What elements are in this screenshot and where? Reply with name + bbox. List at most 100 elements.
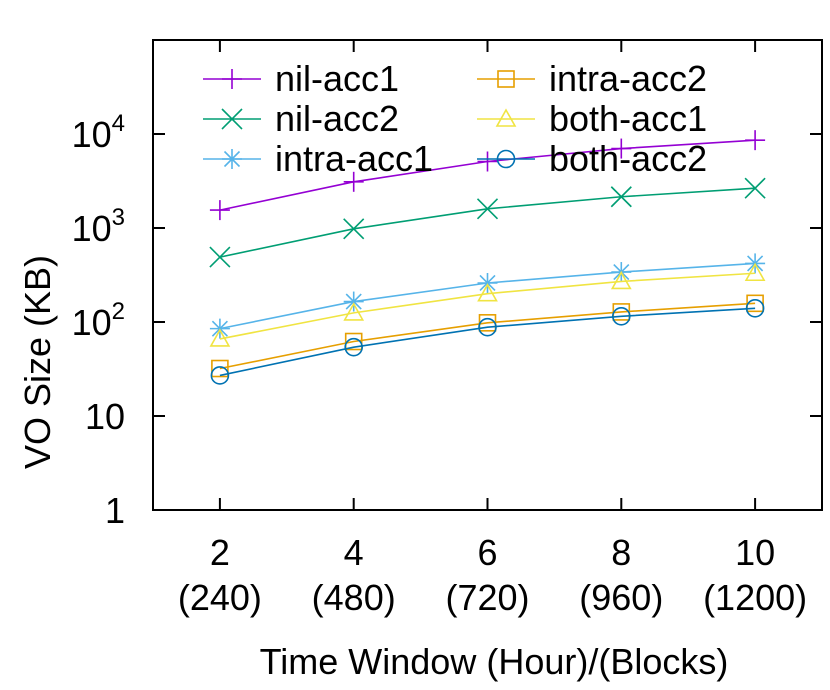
x-tick-label: 8: [611, 532, 631, 573]
y-tick-label-base: 10: [72, 302, 112, 343]
series-line: [219, 307, 756, 377]
legend: nil-acc1nil-acc2intra-acc1intra-acc2both…: [203, 58, 707, 179]
marker-shape: [211, 359, 229, 378]
y-tick-label: 104: [72, 110, 125, 155]
legend-item-nil-acc1: nil-acc1: [203, 58, 399, 99]
marker-shape: [611, 306, 631, 326]
x-tick-sublabel: (480): [312, 577, 396, 618]
legend-marker: [496, 149, 516, 169]
data-point: [344, 332, 363, 351]
marker-stroke: [221, 108, 243, 130]
x-tick-label: 6: [477, 532, 497, 573]
y-tick-label-base: 10: [72, 114, 112, 155]
marker-shape: [495, 108, 517, 127]
marker-stroke: [345, 293, 362, 310]
data-point: [744, 262, 766, 282]
series-line: [219, 187, 756, 258]
x-tick-sublabel: (1200): [703, 577, 807, 618]
x-axis-title: Time Window (Hour)/(Blocks): [260, 641, 729, 682]
data-point: [611, 306, 631, 326]
data-point: [478, 317, 497, 337]
marker-shape: [210, 366, 230, 385]
data-point: [211, 359, 229, 378]
y-tick-label: 1: [105, 490, 125, 531]
marker-shape: [344, 332, 363, 351]
x-tick-label: 10: [735, 532, 775, 573]
series-both-acc1: [209, 262, 766, 347]
data-point: [610, 186, 632, 208]
legend-label: both-acc2: [549, 138, 707, 179]
series-nil-acc1: [209, 130, 766, 221]
data-point: [477, 151, 498, 172]
marker-stroke: [223, 150, 241, 168]
legend-item-both-acc2: both-acc2: [477, 138, 707, 179]
marker-shape: [744, 262, 766, 282]
y-tick-label-base: 10: [72, 208, 112, 249]
legend-marker: [221, 108, 243, 130]
data-point: [209, 328, 231, 347]
legend-label: intra-acc2: [549, 58, 707, 99]
y-tick-label-base: 10: [85, 396, 125, 437]
series-line: [219, 272, 756, 340]
legend-item-intra-acc2: intra-acc2: [477, 58, 707, 99]
data-point: [746, 294, 764, 313]
y-tick-label-exponent: 4: [112, 110, 125, 137]
series-line: [219, 302, 756, 370]
data-point: [745, 298, 765, 318]
marker-stroke: [209, 246, 231, 268]
marker-shape: [344, 337, 364, 357]
data-point: [344, 337, 364, 357]
data-point: [745, 130, 766, 151]
data-point: [611, 138, 632, 159]
data-point: [610, 270, 632, 290]
y-tick-label-exponent: 3: [112, 204, 125, 231]
series-group: [209, 130, 766, 385]
legend-item-nil-acc2: nil-acc2: [203, 98, 399, 139]
marker-shape: [745, 298, 765, 318]
y-tick-label-base: 1: [105, 490, 125, 531]
marker-shape: [497, 70, 515, 88]
legend-marker: [497, 70, 515, 88]
marker-shape: [343, 302, 365, 321]
marker-stroke: [610, 186, 632, 208]
y-tick-label-exponent: 2: [112, 298, 125, 325]
marker-shape: [477, 283, 498, 302]
data-point: [476, 198, 499, 220]
y-tick-label: 10: [85, 396, 125, 437]
data-point: [343, 291, 364, 312]
legend-label: nil-acc2: [275, 98, 399, 139]
legend-label: both-acc1: [549, 98, 707, 139]
data-point: [209, 246, 231, 268]
marker-shape: [478, 317, 497, 337]
legend-item-intra-acc1: intra-acc1: [203, 138, 433, 179]
marker-shape: [746, 294, 764, 313]
data-point: [343, 171, 364, 192]
data-point: [209, 200, 230, 221]
legend-marker: [222, 69, 242, 89]
data-point: [477, 283, 498, 302]
x-tick-label: 4: [344, 532, 364, 573]
marker-stroke: [744, 177, 766, 199]
y-axis-title: VO Size (KB): [17, 255, 58, 469]
legend-label: intra-acc1: [275, 138, 433, 179]
data-point: [477, 272, 498, 293]
legend-label: nil-acc1: [275, 58, 399, 99]
series-nil-acc2: [209, 177, 766, 268]
marker-shape: [209, 328, 231, 347]
data-point: [343, 302, 365, 321]
series-intra-acc1: [209, 253, 766, 339]
x-tick-sublabel: (240): [178, 577, 262, 618]
marker-shape: [610, 270, 632, 290]
marker-stroke: [343, 218, 365, 240]
data-point: [744, 177, 766, 199]
legend-item-both-acc1: both-acc1: [477, 98, 707, 139]
x-tick-sublabel: (960): [579, 577, 663, 618]
series-intra-acc2: [211, 294, 764, 378]
marker-stroke: [479, 274, 496, 292]
legend-marker: [222, 149, 242, 169]
x-tick-sublabel: (720): [445, 577, 529, 618]
y-tick-label: 102: [72, 298, 125, 343]
x-axis: 2(240) 4(480) 6(720) 8(960) 10(1200): [178, 40, 807, 618]
